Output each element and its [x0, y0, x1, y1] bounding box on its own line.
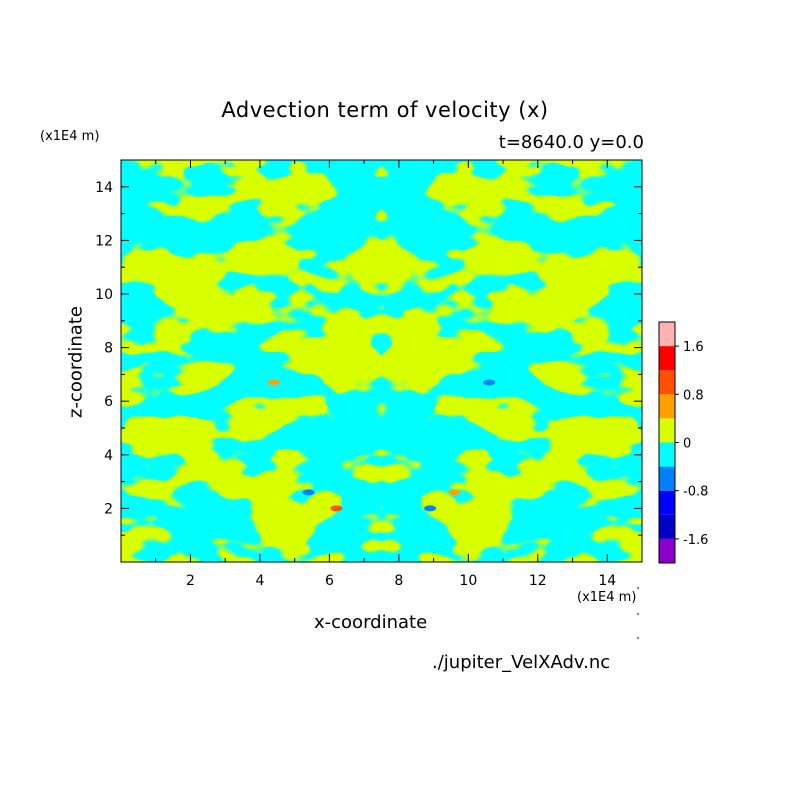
colorbar-band	[659, 514, 675, 539]
chart-title: Advection term of velocity (x)	[221, 98, 549, 122]
x-axis-label: x-coordinate	[314, 612, 428, 633]
axes: 2 4 6 8 10 12 14 2 4 6 8 10 12 14	[95, 160, 642, 589]
y-tick-label: 14	[95, 180, 113, 196]
colorbar-band	[659, 370, 675, 395]
colorbar-band	[659, 418, 675, 443]
left-half	[121, 160, 382, 562]
colorbar-band	[659, 490, 675, 515]
x-axis-unit: (x1E4 m)	[577, 590, 637, 605]
colorbar-band	[659, 538, 675, 563]
y-tick-label: 2	[104, 501, 113, 517]
x-tick-label: 6	[325, 573, 334, 589]
small-contour-blobs	[267, 379, 496, 512]
y-tick-label: 8	[104, 341, 113, 357]
colorbar-band	[659, 322, 675, 347]
x-tick-label: 10	[459, 573, 477, 589]
y-tick-label: 6	[104, 394, 113, 410]
x-tick-label: 12	[529, 573, 547, 589]
chart-subtitle: t=8640.0 y=0.0	[498, 132, 644, 153]
extreme-blob	[302, 489, 315, 496]
x-tick-label: 8	[394, 573, 403, 589]
y-tick-label: 4	[104, 448, 113, 464]
x-tick-label: 2	[186, 573, 195, 589]
extreme-blob	[483, 379, 496, 386]
extreme-blob	[330, 505, 343, 512]
colorbar-tick-label: 0.8	[683, 388, 704, 403]
x-tick-label: 4	[255, 573, 264, 589]
colorbar-tick-label: 0	[683, 437, 691, 452]
negative-region-left	[121, 160, 382, 562]
plot-frame	[120, 159, 643, 563]
colorbar-tick-label: 1.6	[683, 340, 704, 355]
colorbar-band	[659, 442, 675, 467]
y-tick-label: 12	[95, 233, 113, 249]
colorbar-band	[659, 346, 675, 371]
extreme-blob	[448, 489, 461, 496]
colorbar-band	[659, 466, 675, 491]
scale-markers	[637, 587, 639, 639]
x-tick-label: 14	[598, 573, 616, 589]
contour-field	[121, 160, 642, 562]
negative-region-right	[381, 160, 642, 562]
right-half	[381, 160, 642, 562]
y-axis-unit: (x1E4 m)	[40, 129, 100, 144]
y-tick-label: 10	[95, 287, 113, 303]
extreme-blob	[267, 379, 280, 386]
colorbar-tick-label: -0.8	[683, 485, 708, 500]
colorbar-band	[659, 394, 675, 419]
colorbar-tick-label: -1.6	[683, 533, 708, 548]
colorbar: 1.6 0.8 0 -0.8 -1.6	[658, 321, 708, 564]
extreme-blob	[424, 505, 437, 512]
source-file-label: ./jupiter_VelXAdv.nc	[432, 652, 611, 673]
